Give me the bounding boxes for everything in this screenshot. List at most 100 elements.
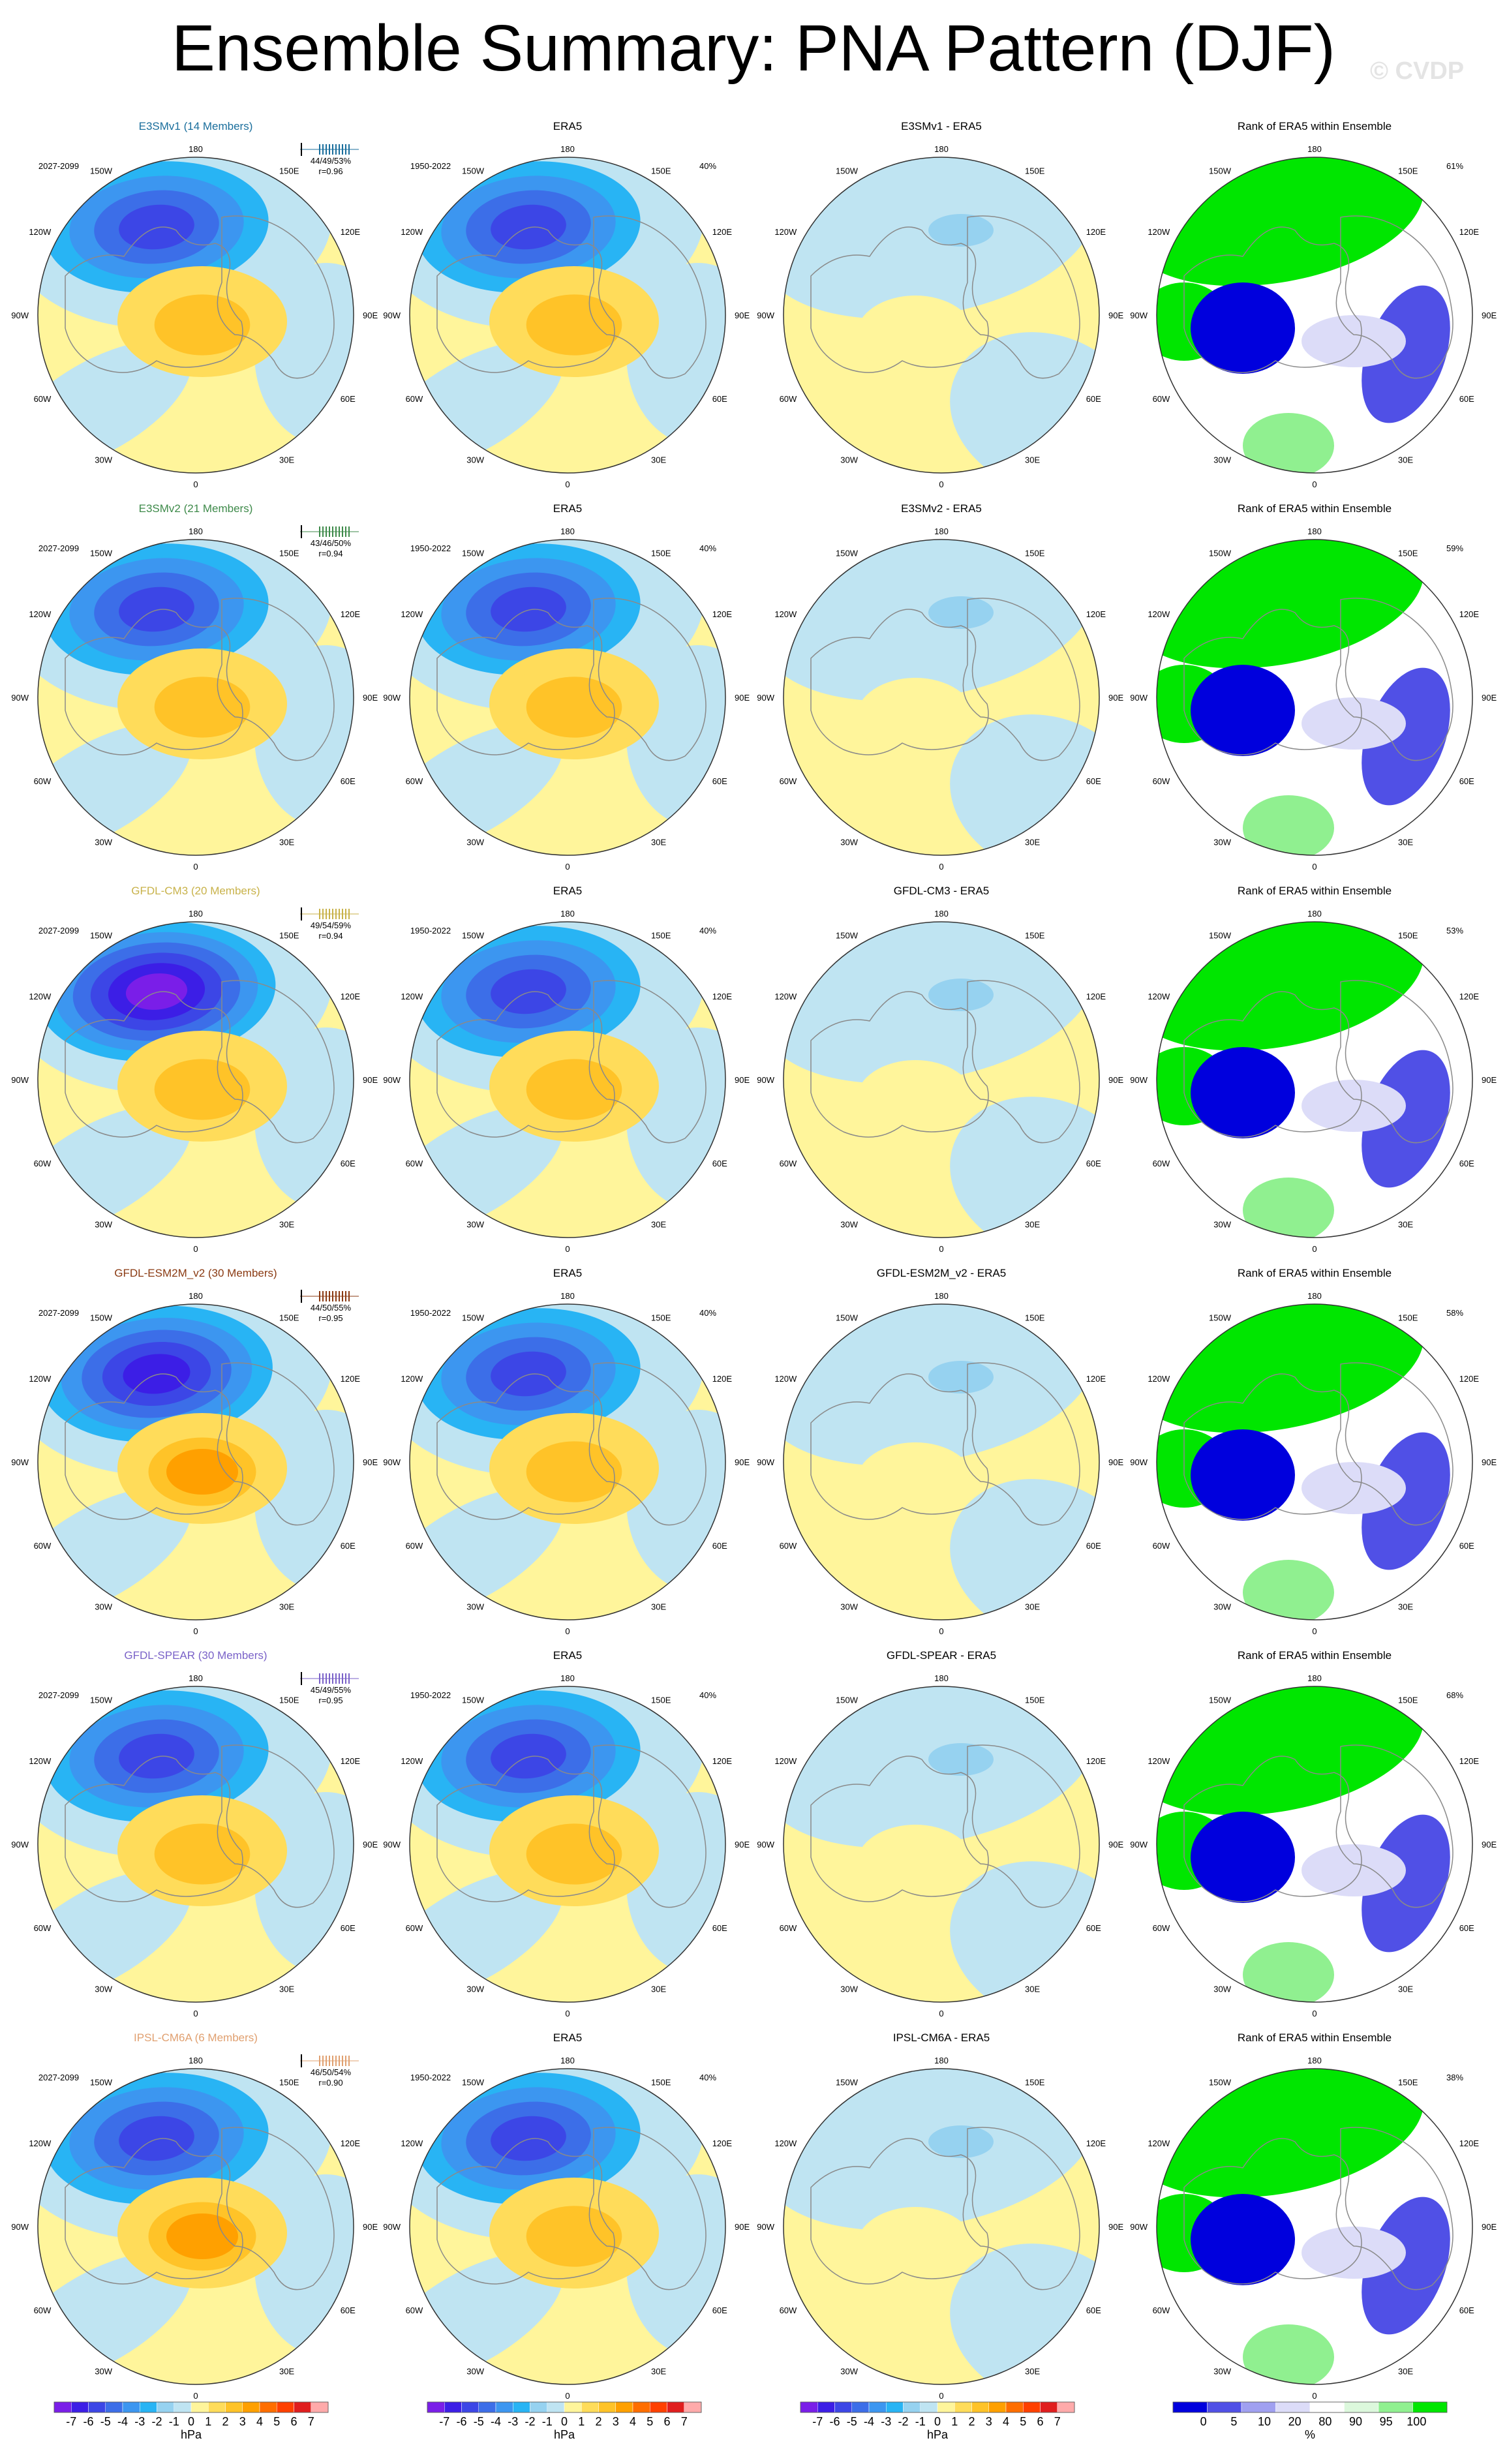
lon-label-30w: 30W — [95, 2367, 112, 2377]
colorbar-swatch — [259, 2401, 277, 2413]
colorbar-swatch — [157, 2401, 174, 2413]
lon-label-60e: 60E — [712, 1923, 727, 1933]
lon-label-150e: 150E — [1398, 1695, 1418, 1705]
lon-label-90e: 90E — [1108, 693, 1123, 703]
coastline-2 — [962, 215, 1080, 379]
lon-label-90e: 90E — [1108, 1457, 1123, 1467]
lon-label-150w: 150W — [836, 166, 859, 175]
lon-label-90w: 90W — [1130, 1457, 1148, 1467]
lon-label-180: 180 — [934, 1291, 949, 1301]
lon-label-60w: 60W — [1153, 1541, 1170, 1551]
lon-label-30e: 30E — [651, 1985, 666, 1994]
colorbar-tick-label: 5 — [1230, 2415, 1237, 2428]
ensemble-stats: 44/49/53% — [311, 156, 352, 166]
lon-label-60e: 60E — [712, 1541, 727, 1551]
pattern-correlation: r=0.95 — [318, 1696, 342, 1705]
lon-label-0: 0 — [565, 2391, 570, 2401]
rank-mid-region — [1302, 1844, 1406, 1896]
map-field — [38, 1686, 354, 2002]
rank-mid-region — [1302, 1462, 1406, 1514]
coastline-2 — [1335, 598, 1454, 761]
lon-label-120w: 120W — [401, 227, 423, 237]
lon-label-90w: 90W — [757, 1075, 774, 1085]
obs-title: ERA5 — [553, 502, 582, 515]
map-border — [409, 1303, 726, 1620]
obs-period: 1950-2022 — [410, 1308, 451, 1318]
rank-low-region — [1191, 282, 1295, 374]
lon-label-60w: 60W — [1153, 394, 1170, 404]
colorbar-tick-label: 3 — [986, 2415, 992, 2428]
lon-label-30w: 30W — [95, 1220, 112, 1230]
colorbar-swatch — [444, 2401, 462, 2413]
lon-label-180: 180 — [934, 1673, 949, 1683]
map-field — [784, 157, 1099, 473]
lon-label-150e: 150E — [651, 930, 671, 940]
lon-label-120e: 120E — [1086, 1756, 1106, 1766]
coastline — [436, 991, 615, 1138]
lon-label-120e: 120E — [712, 1374, 733, 1384]
lon-label-60w: 60W — [780, 1541, 797, 1551]
coastline — [65, 1373, 243, 1520]
lon-label-90e: 90E — [363, 693, 378, 703]
lon-label-30e: 30E — [279, 2367, 294, 2377]
coastline-2 — [1335, 215, 1454, 379]
lon-label-0: 0 — [193, 862, 198, 872]
coastline-2 — [217, 215, 335, 379]
positive-contour-level — [154, 677, 251, 738]
panel-r2-c4: 180 0 150W 120W 90W 60W 30W 150E 120E 90E 60E 30E Ra… — [1130, 502, 1497, 872]
lon-label-90e: 90E — [363, 1840, 378, 1849]
lon-label-90e: 90E — [735, 1457, 750, 1467]
lon-label-60e: 60E — [712, 394, 727, 404]
lon-label-30w: 30W — [466, 1220, 484, 1230]
colorbar-tick-label: 20 — [1288, 2415, 1302, 2428]
lon-label-30w: 30W — [1213, 838, 1231, 847]
lon-label-150w: 150W — [1209, 2077, 1232, 2087]
obs-variance-pct: 40% — [699, 2073, 716, 2082]
lon-label-120w: 120W — [774, 227, 797, 237]
lon-label-60e: 60E — [341, 1159, 356, 1168]
diff-positive-region — [857, 1825, 974, 1903]
colorbar-tick-label: 5 — [1020, 2415, 1026, 2428]
colorbar-swatch — [1057, 2401, 1075, 2413]
colorbar-swatch — [920, 2401, 938, 2413]
lon-label-150w: 150W — [1209, 166, 1232, 175]
lon-label-120e: 120E — [341, 609, 361, 619]
lon-label-0: 0 — [565, 1244, 570, 1254]
positive-contour-level — [154, 294, 251, 356]
lon-label-150e: 150E — [279, 548, 299, 558]
colorbar-tick-label: 5 — [273, 2415, 280, 2428]
lon-label-30w: 30W — [840, 1220, 858, 1230]
coastline-2 — [962, 598, 1080, 761]
lon-label-90w: 90W — [1130, 1840, 1148, 1849]
lon-label-90w: 90W — [757, 1457, 774, 1467]
colorbar-tick-label: 4 — [1003, 2415, 1009, 2428]
coastline-2 — [1335, 1744, 1454, 1908]
model-period: 2027-2099 — [38, 161, 79, 171]
colorbar-swatch — [598, 2401, 616, 2413]
pattern-correlation: r=0.90 — [318, 2078, 342, 2088]
coastline-2 — [217, 2127, 335, 2290]
map-border — [1156, 1686, 1473, 2003]
lon-label-150w: 150W — [1209, 1695, 1232, 1705]
lon-label-0: 0 — [1312, 862, 1317, 872]
lon-label-60e: 60E — [1459, 394, 1474, 404]
colorbar-tick-label: -4 — [864, 2415, 874, 2428]
map-field — [1157, 157, 1472, 473]
rank-low-region — [1191, 1812, 1295, 1903]
panel-r5-c4: 180 0 150W 120W 90W 60W 30W 150E 120E 90E 60E 30E Ra… — [1130, 1649, 1497, 2018]
lon-label-90w: 90W — [1130, 693, 1148, 703]
panel-r1-c2: 180 0 150W 120W 90W 60W 30W 150E 120E 90E 60E 30E ER… — [383, 120, 750, 489]
lon-label-30w: 30W — [95, 1985, 112, 1994]
coastline-2 — [962, 1362, 1080, 1526]
lon-label-120e: 120E — [1459, 992, 1480, 1001]
panel-r2-c2: 180 0 150W 120W 90W 60W 30W 150E 120E 90E 60E 30E ER… — [383, 502, 750, 872]
colorbar-tick-label: -5 — [847, 2415, 857, 2428]
lon-label-60e: 60E — [1459, 776, 1474, 786]
colorbar-tick-label: -3 — [508, 2415, 518, 2428]
ensemble-stats: 45/49/55% — [311, 1685, 352, 1695]
colorbar-tick-label: 1 — [951, 2415, 958, 2428]
panel-r6-c1: 180 0 150W 120W 90W 60W 30W 150E 120E 90E 60E 30E IP… — [11, 2031, 378, 2401]
lon-label-120e: 120E — [341, 227, 361, 237]
lon-label-30e: 30E — [1398, 455, 1413, 465]
colorbar-tick-label: 6 — [290, 2415, 297, 2428]
